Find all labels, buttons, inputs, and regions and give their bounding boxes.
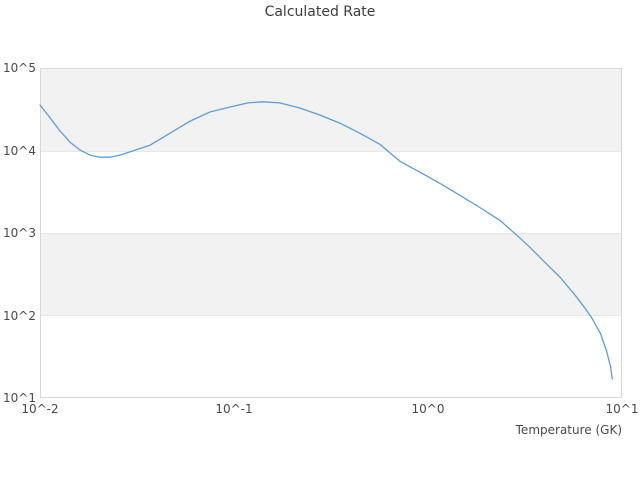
grid-band-filled xyxy=(41,69,621,151)
y-tick-label: 10^2 xyxy=(3,308,36,323)
y-tick-label: 10^1 xyxy=(3,391,36,405)
gridline-10e3 xyxy=(41,233,621,234)
y-tick-label: 10^4 xyxy=(3,143,36,158)
grid-band-filled xyxy=(41,233,621,315)
y-tick-label: 10^3 xyxy=(3,226,36,240)
gridline-10e4 xyxy=(41,151,621,152)
x-tick-label: 10^-1 xyxy=(215,402,253,416)
plot-area xyxy=(40,68,622,398)
x-tick-label: 10^1 xyxy=(605,402,639,416)
chart-title: Calculated Rate xyxy=(264,4,376,20)
y-tick-label: 10^5 xyxy=(3,61,36,75)
x-tick-label: 10^-2 xyxy=(21,402,59,416)
grid-band xyxy=(41,315,621,397)
x-tick-label: 10^0 xyxy=(411,402,445,416)
grid-band xyxy=(41,151,621,233)
x-axis-title: Temperature (GK) xyxy=(515,423,622,437)
gridline-10e2 xyxy=(41,315,621,316)
